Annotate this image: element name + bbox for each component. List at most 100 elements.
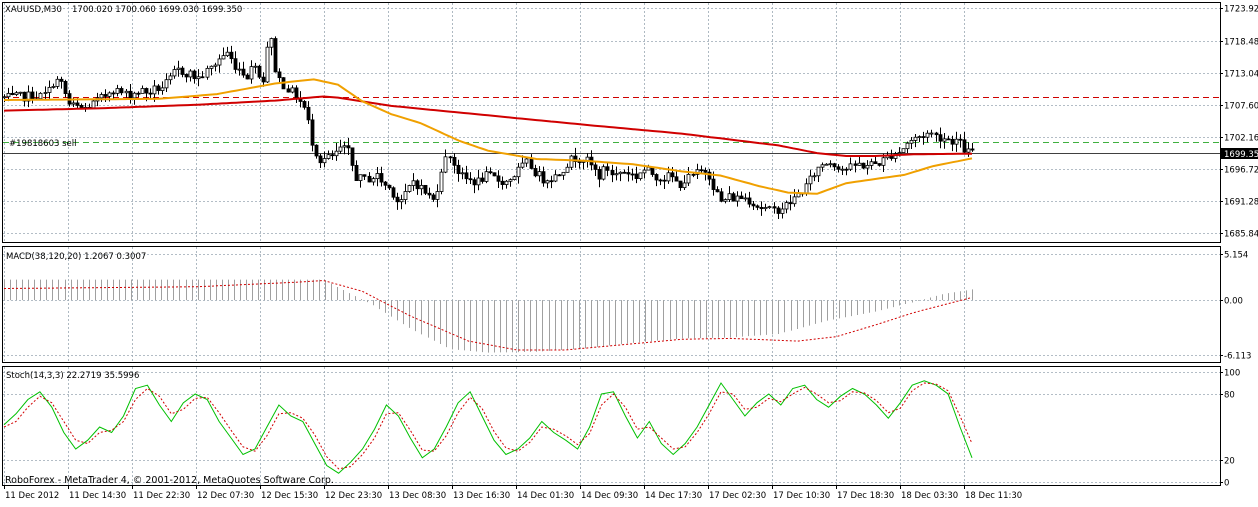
candle-body: [367, 175, 372, 183]
candle-body: [51, 86, 56, 88]
candle-body: [379, 173, 384, 183]
candle-body: [541, 171, 546, 184]
x-tick-label: 14 Dec 01:30: [517, 491, 574, 501]
candle-body: [844, 168, 849, 171]
candle-body: [504, 180, 509, 185]
candle-body: [435, 191, 440, 200]
ma-fast-line: [4, 78, 973, 195]
candle-body: [411, 180, 416, 186]
candle-body: [415, 180, 420, 190]
candle-body: [448, 156, 453, 159]
candle-body: [763, 207, 768, 210]
candle-body: [237, 68, 242, 71]
candle-body: [618, 171, 623, 175]
candle-body: [784, 202, 789, 210]
candle-body: [326, 154, 331, 159]
candle-body: [294, 87, 299, 100]
candle-body: [358, 174, 363, 181]
stoch-label: Stoch(14,3,3) 22.2719 35.5996: [6, 371, 139, 381]
candle-body: [310, 119, 315, 146]
candle-body: [43, 92, 48, 94]
grid: [3, 3, 1220, 485]
candle-body: [662, 179, 667, 182]
candle-body: [573, 155, 578, 162]
candle-body: [273, 38, 278, 73]
candle-body: [670, 172, 675, 178]
candle-body: [391, 187, 396, 198]
candle-body: [508, 179, 513, 182]
x-tick-label: 14 Dec 09:30: [581, 491, 638, 501]
candle-body: [735, 195, 740, 202]
candle-body: [350, 147, 355, 166]
y-tick-label: 20: [1224, 457, 1235, 467]
candle-body: [686, 173, 691, 184]
y-tick-label: 80: [1224, 391, 1235, 401]
candle-body: [678, 180, 683, 189]
candle-body: [557, 174, 562, 177]
macd-label: MACD(38,120,20) 1.2067 0.3007: [6, 252, 146, 262]
candle-body: [196, 76, 201, 80]
candle-body: [857, 162, 862, 166]
candle-body: [152, 85, 157, 95]
candle-body: [650, 166, 655, 175]
candle-body: [322, 158, 327, 164]
ma-slow-line: [3, 95, 972, 157]
candle-body: [172, 69, 177, 77]
candle-body: [832, 163, 837, 168]
candle-body: [788, 202, 793, 205]
candle-body: [221, 55, 226, 60]
candle-body: [160, 87, 165, 91]
x-tick-label: 17 Dec 10:30: [773, 491, 830, 501]
y-tick-label: 1702.16: [1224, 134, 1258, 144]
candle-body: [711, 178, 716, 190]
candle-body: [674, 176, 679, 182]
x-tick-label: 18 Dec 11:30: [965, 491, 1022, 501]
candle-body: [929, 132, 934, 135]
candle-body: [403, 191, 408, 201]
candle-body: [553, 174, 558, 182]
candle-body: [942, 138, 947, 142]
stoch-indicator: [3, 380, 973, 474]
x-tick-label: 12 Dec 23:30: [325, 491, 382, 501]
candle-body: [873, 161, 878, 164]
candle-body: [136, 92, 141, 95]
candle-body: [715, 189, 720, 193]
y-tick-label: 5.154: [1224, 251, 1248, 261]
macd-signal-line: [4, 279, 973, 351]
candle-body: [140, 88, 145, 94]
candle-body: [338, 146, 343, 152]
candle-body: [59, 78, 64, 82]
watermark: RoboForex - MetaTrader 4, © 2001-2012, M…: [5, 475, 334, 486]
x-tick-label: 13 Dec 08:30: [389, 491, 446, 501]
candle-body: [780, 208, 785, 214]
candle-body: [38, 92, 43, 100]
candle-body: [111, 92, 116, 95]
candle-body: [816, 166, 821, 177]
candle-body: [565, 166, 570, 173]
candle-body: [290, 87, 295, 93]
candle-body: [233, 58, 238, 70]
candle-body: [22, 91, 27, 102]
current-price-box: [1221, 148, 1258, 159]
candle-body: [593, 164, 598, 170]
candle-body: [776, 207, 781, 214]
stoch-main-line: [3, 380, 973, 474]
candle-body: [443, 156, 448, 173]
candle-body: [958, 138, 963, 141]
candle-body: [47, 86, 52, 93]
candle-body: [865, 165, 870, 169]
candle-body: [853, 163, 858, 166]
candle-body: [452, 156, 457, 166]
candle-body: [265, 46, 270, 83]
candle-body: [119, 88, 124, 94]
candle-body: [306, 106, 311, 121]
candle-body: [277, 71, 282, 79]
candle-body: [55, 78, 60, 87]
x-tick-label: 14 Dec 17:30: [645, 491, 702, 501]
x-tick-label: 11 Dec 22:30: [133, 491, 190, 501]
candle-body: [492, 172, 497, 177]
candle-body: [767, 206, 772, 209]
symbol-label: XAUUSD,M30: [5, 5, 62, 15]
candle-body: [209, 65, 214, 69]
